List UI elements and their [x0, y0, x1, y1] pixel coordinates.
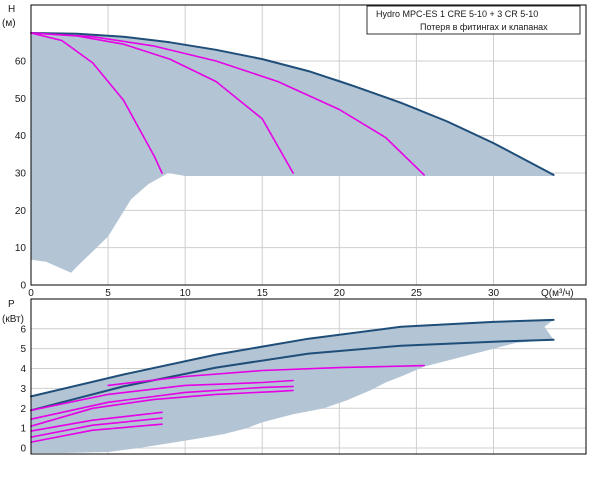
y-tick-label: 0 — [20, 281, 26, 292]
legend-subtitle: Потеря в фитингах и клапанах — [420, 22, 548, 32]
curve-magenta-2 — [30, 379, 294, 412]
head-y-axis-unit: (м) — [2, 18, 16, 29]
y-tick-label: 5 — [20, 344, 26, 355]
head-tick-labels: 0 10 20 30 40 50 60 0 5 10 15 20 25 30 — [15, 57, 500, 300]
x-tick-label: 25 — [411, 288, 423, 299]
legend-box: Hydro MPC-ES 1 CRE 5-10 + 3 CR 5-10 Поте… — [366, 5, 581, 35]
y-tick-label: 6 — [20, 324, 26, 335]
curve-magenta-3 — [30, 385, 294, 420]
y-tick-label: 60 — [15, 57, 27, 68]
head-y-axis-label: H — [8, 4, 15, 15]
power-panel: 0 1 2 3 4 5 6 P (кВт) — [2, 298, 587, 455]
curve-magenta-4 — [30, 389, 294, 427]
y-tick-label: 4 — [20, 364, 26, 375]
legend-frame — [366, 5, 581, 35]
y-tick-label: 30 — [15, 169, 27, 180]
curve-top-dark — [30, 318, 555, 398]
power-plot-border — [30, 298, 587, 455]
x-tick-label: 5 — [105, 288, 111, 299]
curve-second-dark — [30, 338, 555, 412]
curve-magenta-5 — [30, 411, 163, 432]
x-tick-label: 15 — [257, 288, 269, 299]
power-y-axis-label: P — [8, 299, 15, 310]
curve-magenta-1 — [107, 364, 425, 387]
curve-one-pump — [30, 32, 163, 174]
y-tick-label: 10 — [15, 243, 27, 254]
y-tick-label: 20 — [15, 206, 27, 217]
y-tick-label: 0 — [20, 444, 26, 455]
y-tick-label: 3 — [20, 384, 26, 395]
x-tick-label: 20 — [334, 288, 346, 299]
x-tick-label: 30 — [488, 288, 500, 299]
head-curves — [30, 32, 555, 176]
y-tick-label: 1 — [20, 424, 26, 435]
curve-magenta-7 — [30, 423, 163, 443]
head-operating-area — [31, 33, 554, 273]
y-tick-label: 50 — [15, 94, 27, 105]
power-y-axis-unit: (кВт) — [2, 314, 24, 325]
curve-magenta-6 — [30, 417, 163, 438]
y-tick-label: 2 — [20, 404, 26, 415]
y-tick-label: 40 — [15, 131, 27, 142]
x-tick-label: 0 — [28, 288, 34, 299]
power-tick-labels: 0 1 2 3 4 5 6 — [20, 324, 26, 454]
curve-max-speed — [30, 32, 555, 176]
curve-three-pumps — [30, 32, 425, 176]
legend-title: Hydro MPC-ES 1 CRE 5-10 + 3 CR 5-10 — [376, 9, 538, 19]
head-plot-border — [30, 4, 587, 286]
x-tick-label: 10 — [180, 288, 192, 299]
x-axis-label: Q(м³/ч) — [541, 288, 574, 299]
power-curves — [30, 318, 555, 443]
